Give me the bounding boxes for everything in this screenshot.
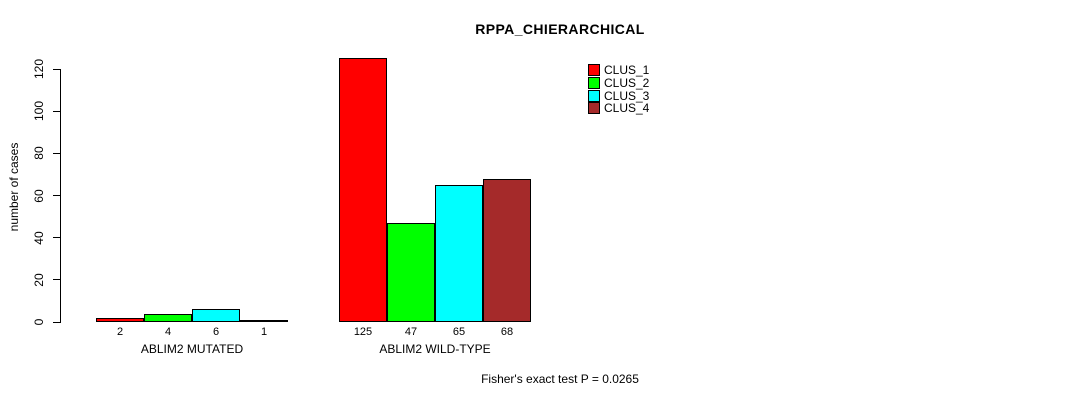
legend-swatch-clus_3 (588, 89, 600, 102)
legend-row: CLUS_1 (588, 64, 649, 77)
bar-value-label: 68 (500, 326, 514, 338)
legend-row: CLUS_2 (588, 77, 649, 90)
y-axis-label: number of cases (7, 142, 21, 232)
chart-title: RPPA_CHIERARCHICAL (475, 21, 645, 37)
bar-value-label: 2 (116, 326, 124, 338)
bar-value-label: 1 (260, 326, 268, 338)
legend-swatch-clus_2 (588, 77, 600, 90)
legend-label: CLUS_2 (604, 76, 650, 91)
bar-clus_1-group2 (339, 58, 387, 322)
legend: CLUS_1 CLUS_2 CLUS_3 CLUS_4 (588, 64, 649, 115)
y-tick-label: 60 (32, 188, 46, 203)
bar-value-label: 6 (212, 326, 220, 338)
category-label: ABLIM2 WILD-TYPE (379, 342, 491, 356)
y-tick-label: 120 (32, 58, 46, 80)
bar-clus_1-group1 (96, 317, 144, 322)
legend-swatch-clus_4 (588, 102, 600, 115)
legend-row: CLUS_3 (588, 89, 649, 102)
y-axis-tick (53, 152, 61, 154)
y-tick-label: 20 (32, 273, 46, 287)
y-tick-label: 40 (32, 230, 46, 245)
y-axis-tick (53, 110, 61, 112)
annotation-text: Fisher's exact test P = 0.0265 (481, 372, 639, 386)
bar-clus_3-group2 (435, 184, 483, 322)
bar-value-label: 125 (353, 326, 373, 338)
legend-label: CLUS_4 (604, 101, 650, 116)
bar-value-label: 4 (164, 326, 172, 338)
bar-clus_2-group1 (144, 313, 192, 322)
bar-clus_3-group1 (192, 309, 240, 322)
bar-clus_4-group2 (483, 178, 531, 322)
y-axis-line (60, 69, 61, 323)
legend-swatch-clus_1 (588, 64, 600, 77)
bar-value-label: 65 (452, 326, 466, 338)
bar-clus_4-group1 (240, 319, 288, 322)
legend-label: CLUS_3 (604, 88, 650, 103)
y-tick-label: 0 (32, 318, 46, 326)
bar-clus_2-group2 (387, 222, 435, 322)
y-axis-tick (53, 195, 61, 196)
y-axis-tick (53, 68, 61, 70)
bar-value-label: 47 (404, 326, 418, 338)
y-axis-tick (53, 321, 61, 323)
y-axis-tick (53, 237, 61, 239)
y-tick-label: 80 (32, 146, 46, 161)
category-label: ABLIM2 MUTATED (140, 342, 244, 356)
legend-row: CLUS_4 (588, 102, 649, 115)
y-axis-tick (53, 279, 61, 281)
legend-label: CLUS_1 (604, 63, 650, 78)
y-tick-label: 100 (32, 101, 46, 122)
